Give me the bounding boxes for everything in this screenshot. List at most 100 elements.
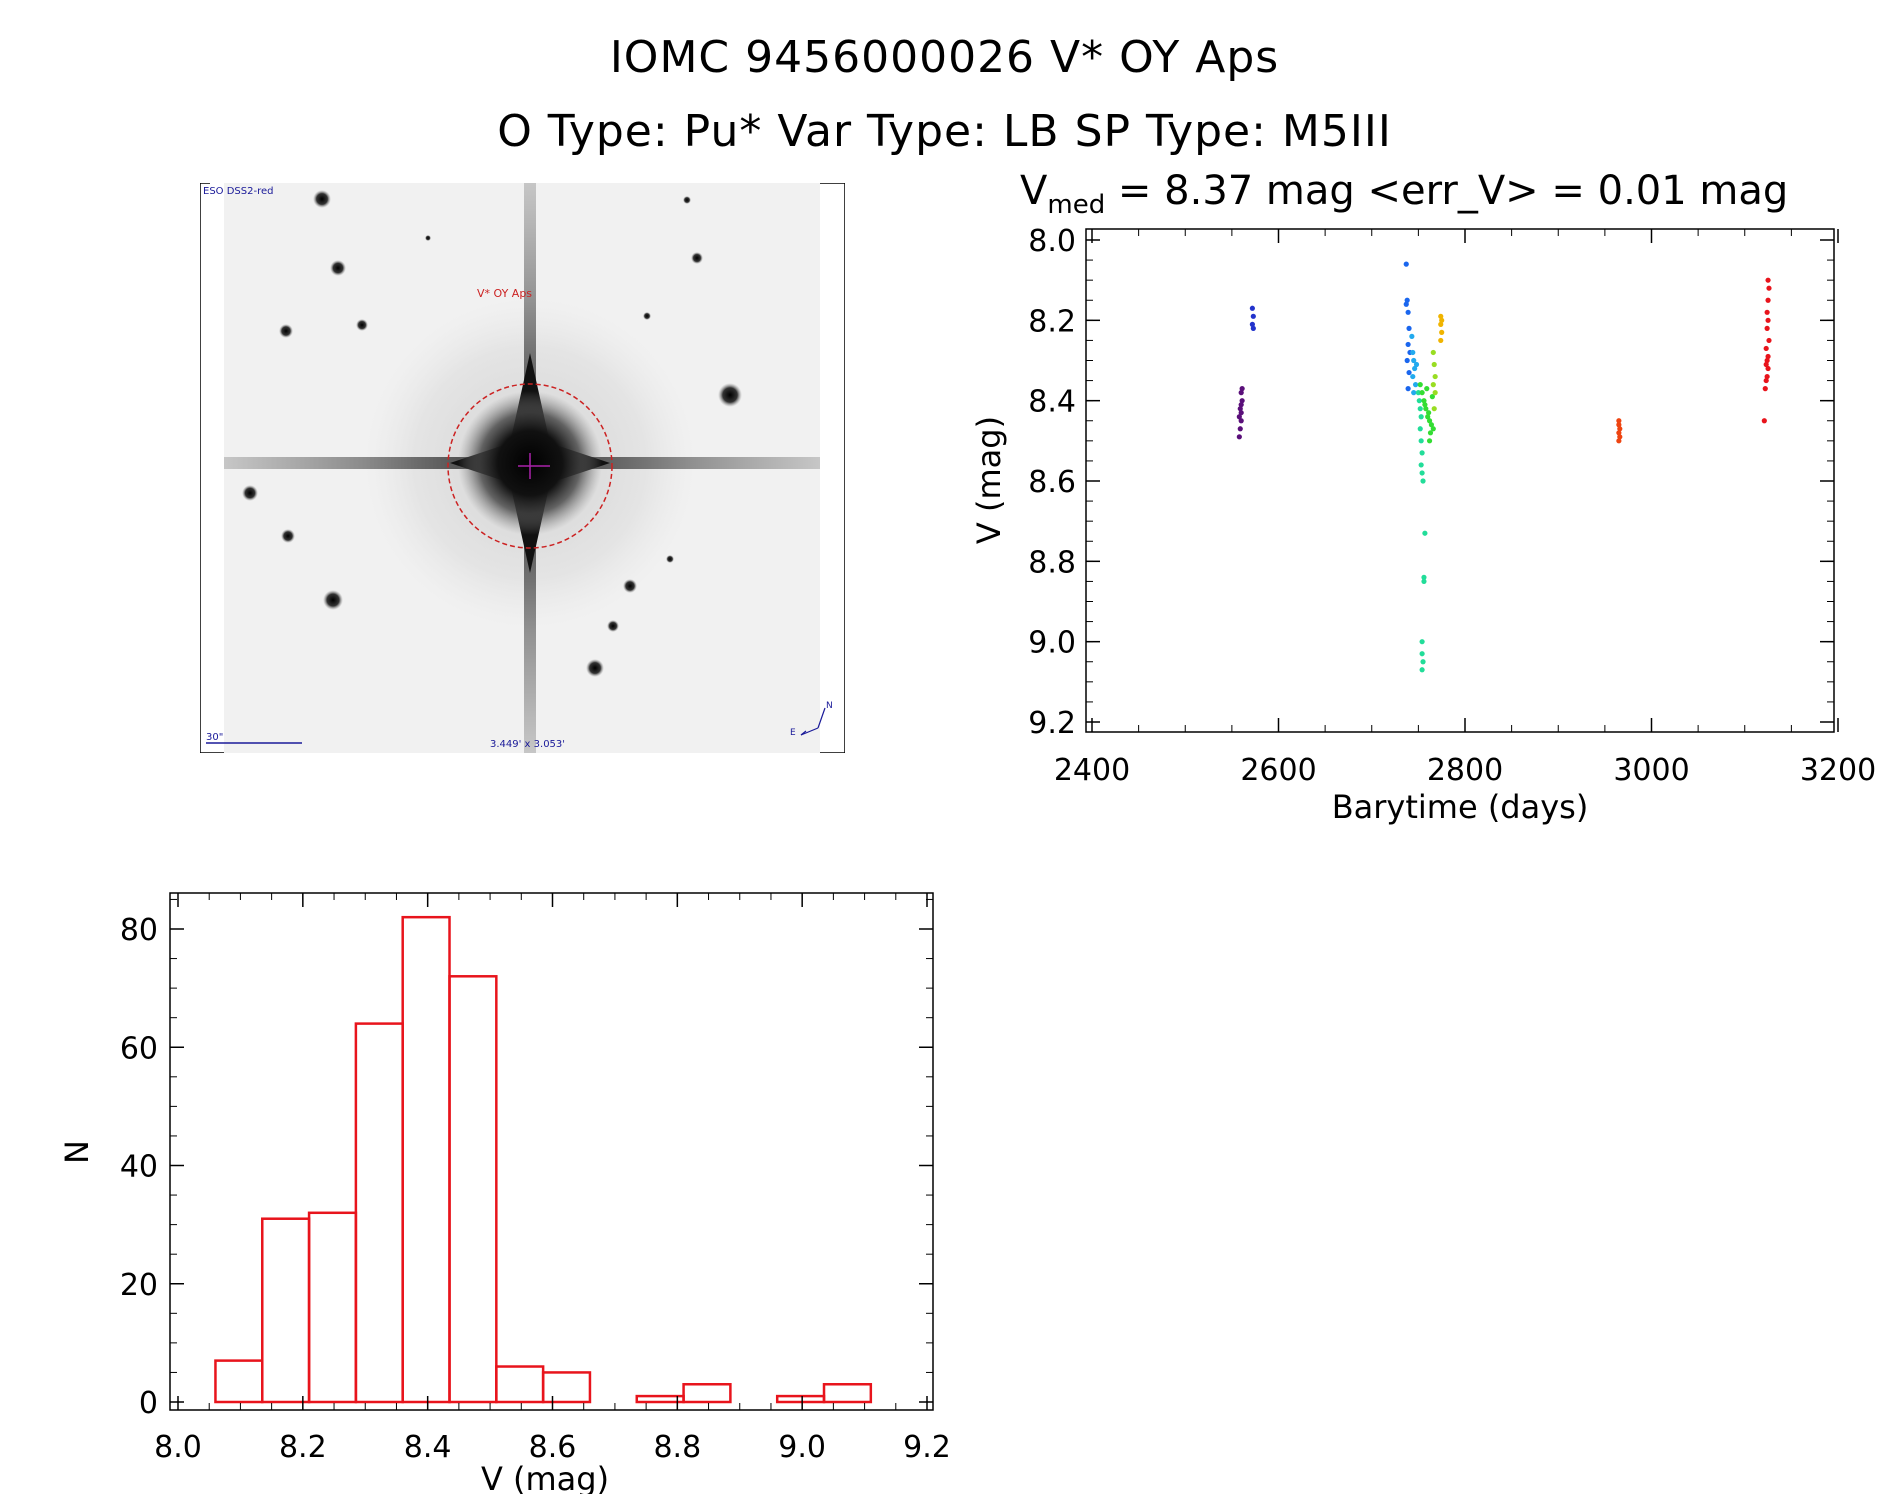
hist-ytick-label: 0 xyxy=(139,1386,158,1421)
lc-point xyxy=(1764,309,1770,315)
lightcurve-title-rest: = 8.37 mag <err_V> = 0.01 mag xyxy=(1105,168,1789,214)
hist-bar xyxy=(541,1371,592,1404)
lc-point xyxy=(1430,349,1436,356)
hist-xtick-label: 8.8 xyxy=(653,1430,701,1465)
lc-point xyxy=(1764,357,1770,364)
lc-point xyxy=(1236,434,1242,440)
lc-point xyxy=(1426,418,1433,424)
lc-point xyxy=(1428,422,1435,428)
lc-point xyxy=(1424,386,1430,392)
hist-bar xyxy=(635,1394,685,1404)
lc-point xyxy=(1405,309,1411,315)
target-circle xyxy=(447,383,613,549)
lc-point xyxy=(1420,478,1426,484)
lc-point xyxy=(1417,382,1423,388)
lc-point xyxy=(1616,430,1622,436)
lc-point xyxy=(1426,410,1432,416)
lightcurve-ticks: 2400 2600 2800 3000 3200 8.0 8.2 8.4 8.6 8.8 9.0 9.… xyxy=(1028,224,1876,788)
lc-point xyxy=(1765,297,1771,303)
lc-point xyxy=(1764,325,1770,331)
lc-point xyxy=(1250,313,1256,319)
hist-bar xyxy=(401,915,451,1404)
lc-point xyxy=(1419,470,1425,476)
sky-image: ESO DSS2-red V* OY Aps 30" 3.449' x 3.05… xyxy=(200,183,845,753)
lc-point xyxy=(1417,406,1423,412)
histogram-bars xyxy=(214,915,873,1404)
lc-point xyxy=(1429,394,1435,400)
lc-point xyxy=(1411,390,1417,396)
hist-ytick-label: 60 xyxy=(120,1031,158,1066)
lc-point xyxy=(1405,341,1411,348)
lc-point xyxy=(1419,390,1425,396)
lc-point xyxy=(1407,349,1413,356)
lc-point xyxy=(1415,390,1421,396)
histogram-ylabel: N xyxy=(58,1140,96,1164)
lc-point xyxy=(1239,386,1245,392)
lc-point xyxy=(1404,297,1410,303)
lightcurve-points xyxy=(1236,261,1772,673)
lc-point xyxy=(1438,337,1444,344)
lc-point xyxy=(1411,357,1417,364)
hist-ytick-label: 40 xyxy=(120,1150,158,1185)
hist-xtick-label: 8.2 xyxy=(279,1430,327,1465)
hist-xtick-label: 9.2 xyxy=(903,1430,951,1465)
lc-point xyxy=(1413,361,1420,368)
lc-point xyxy=(1237,406,1243,412)
object-type-line: O Type: Pu* Var Type: LB SP Type: M5III xyxy=(497,106,1392,157)
lc-xtick-label: 2800 xyxy=(1427,753,1503,788)
lc-point xyxy=(1410,373,1416,380)
lightcurve-ylabel: V (mag) xyxy=(970,416,1008,544)
lc-point xyxy=(1763,361,1769,368)
lightcurve-title-sub: med xyxy=(1047,190,1106,220)
hist-bar xyxy=(775,1394,826,1404)
lc-point xyxy=(1764,373,1770,380)
lc-xtick-label: 3000 xyxy=(1613,753,1689,788)
lightcurve-title: Vmed = 8.37 mag <err_V> = 0.01 mag xyxy=(1020,168,1788,220)
hist-bar xyxy=(448,975,498,1404)
lc-point xyxy=(1403,301,1409,307)
lc-xtick-label: 2600 xyxy=(1240,753,1316,788)
lc-ytick-label: 8.0 xyxy=(1028,224,1076,259)
lc-point xyxy=(1766,285,1772,291)
survey-label: ESO DSS2-red xyxy=(203,186,273,197)
compass-icon xyxy=(800,707,826,736)
lc-point xyxy=(1439,329,1445,335)
lc-point xyxy=(1404,357,1410,364)
lc-point xyxy=(1431,361,1437,368)
lc-point xyxy=(1431,406,1437,412)
lc-point xyxy=(1236,414,1242,420)
lc-ytick-label: 9.2 xyxy=(1028,706,1076,741)
lightcurve-frame xyxy=(1085,228,1835,733)
lc-point xyxy=(1617,434,1623,440)
lc-point xyxy=(1418,462,1424,468)
field-stars xyxy=(242,190,742,677)
east-label: E xyxy=(790,728,796,738)
lc-point xyxy=(1249,321,1255,327)
lc-point xyxy=(1763,345,1769,352)
lc-ytick-label: 8.4 xyxy=(1028,385,1076,420)
lc-point xyxy=(1417,426,1423,432)
lc-point xyxy=(1422,402,1428,408)
scale-label: 30" xyxy=(206,732,223,743)
lc-point xyxy=(1419,639,1425,645)
hist-bar xyxy=(495,1365,545,1404)
figure-title: IOMC 9456000026 V* OY Aps xyxy=(609,32,1280,83)
lc-point xyxy=(1419,450,1425,456)
lc-point xyxy=(1249,305,1255,311)
lightcurve-title-prefix: V xyxy=(1020,168,1048,214)
lc-point xyxy=(1238,402,1244,408)
lc-point xyxy=(1765,353,1771,360)
target-label: V* OY Aps xyxy=(477,287,532,300)
lc-point xyxy=(1438,313,1444,319)
lc-point xyxy=(1412,382,1419,388)
lc-point xyxy=(1421,398,1427,404)
hist-xtick-label: 8.0 xyxy=(154,1430,202,1465)
lc-point xyxy=(1430,426,1436,432)
lc-point xyxy=(1238,418,1244,424)
lc-point xyxy=(1416,398,1422,404)
lc-point xyxy=(1406,369,1412,376)
lc-point xyxy=(1432,390,1438,396)
lc-point xyxy=(1405,386,1411,392)
lc-xtick-label: 2400 xyxy=(1054,753,1130,788)
hist-bar xyxy=(307,1211,358,1404)
